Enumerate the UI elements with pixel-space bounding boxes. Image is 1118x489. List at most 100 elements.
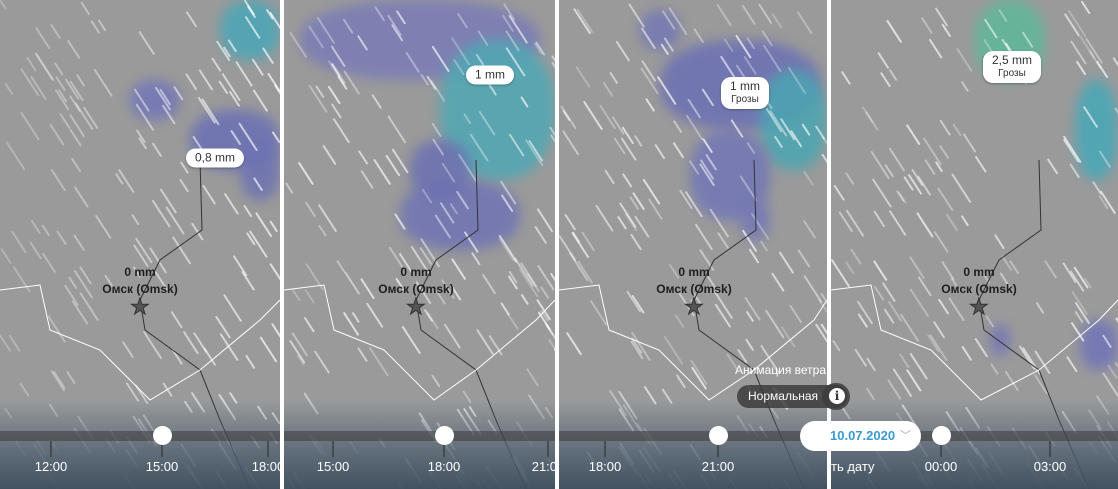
wind-streak <box>1112 57 1118 67</box>
timeline-tick-label[interactable]: 03:00 <box>1033 459 1067 474</box>
city-precipitation: 0 mm <box>963 265 995 279</box>
city-label[interactable]: 0 mm Омск (Omsk) <box>361 264 471 298</box>
wind-streak <box>330 45 346 68</box>
wind-streak <box>305 201 316 217</box>
timeline-handle[interactable] <box>709 426 728 445</box>
timeline-tick-label[interactable]: 18:00 <box>251 459 280 474</box>
wind-streak <box>508 15 528 44</box>
timeline-tick-label[interactable]: 21:00 <box>701 459 735 474</box>
wind-streak <box>1001 255 1013 271</box>
change-date-link[interactable]: ть дату <box>831 459 875 474</box>
wind-streak <box>79 292 99 321</box>
wind-streak <box>745 338 754 351</box>
wind-streak <box>889 69 898 81</box>
timeline-handle[interactable] <box>932 426 951 445</box>
timeline-track[interactable] <box>284 431 555 441</box>
wind-streak <box>1004 370 1019 391</box>
city-label[interactable]: 0 mm Омск (Omsk) <box>85 264 195 298</box>
star-icon[interactable]: ★ <box>684 294 705 319</box>
timeline-tick-label[interactable]: 15:00 <box>145 459 179 474</box>
wind-streak <box>746 311 754 322</box>
wind-streak <box>961 81 969 92</box>
wind-streak <box>933 321 945 339</box>
wind-streak <box>198 69 214 91</box>
timeline-tick-label[interactable]: 12:00 <box>34 459 68 474</box>
wind-animation-speed-button[interactable]: Нормальная <box>737 385 847 408</box>
wind-streak <box>927 334 940 353</box>
timeline-tick-label[interactable]: 15:00 <box>316 459 350 474</box>
wind-streak <box>720 55 737 80</box>
wind-streak <box>771 272 785 292</box>
timeline-tick-label[interactable]: 18:00 <box>427 459 461 474</box>
wind-streak <box>540 286 550 299</box>
wind-streak <box>909 353 928 380</box>
timeline-tick-label[interactable]: 21:00 <box>531 459 555 474</box>
timeline-handle[interactable] <box>435 426 454 445</box>
wind-streak <box>679 189 693 209</box>
wind-streak <box>1035 302 1045 314</box>
precipitation-bubble[interactable]: 0,8 mm <box>185 148 245 168</box>
wind-streak <box>815 323 827 344</box>
wind-streak <box>432 138 444 156</box>
wind-streak <box>882 282 896 302</box>
wind-streak <box>751 212 770 240</box>
precipitation-area <box>130 80 180 120</box>
map-frame-4[interactable]: 00:00 03:00 0 mm Омск (Omsk) ★ 2,5 mm Грозы <box>831 0 1118 489</box>
wind-streak <box>272 131 280 144</box>
wind-streak <box>990 363 999 375</box>
wind-streak <box>709 208 729 238</box>
wind-streak <box>631 337 643 354</box>
timeline-track[interactable] <box>559 431 827 441</box>
timeline-track[interactable] <box>0 431 280 441</box>
wind-streak <box>716 3 732 27</box>
wind-streak <box>1064 13 1080 37</box>
wind-streak <box>602 81 614 97</box>
wind-streak <box>866 357 876 372</box>
wind-streak <box>327 85 341 105</box>
timeline-tick-label[interactable]: 18:00 <box>588 459 622 474</box>
wind-streak <box>742 229 758 252</box>
wind-streak <box>457 13 468 29</box>
wind-streak <box>50 24 61 39</box>
wind-streak <box>508 275 518 290</box>
timeline-tick <box>547 441 549 457</box>
map-frame-2[interactable]: 15:00 18:00 21:00 0 mm Омск (Omsk)★ 1 mm <box>284 0 555 489</box>
timeline-tick-label[interactable]: 00:00 <box>924 459 958 474</box>
wind-streak <box>939 145 950 160</box>
wind-streak <box>165 206 185 235</box>
wind-streak <box>235 61 253 87</box>
city-label[interactable]: 0 mm Омск (Omsk) <box>639 264 749 298</box>
timeline-handle[interactable] <box>153 426 172 445</box>
map-frame-1[interactable]: 12:00 15:00 18:00 0 mm Омск (Omsk)★ 0,8 mm <box>0 0 280 489</box>
wind-streak <box>796 11 813 35</box>
precipitation-bubble[interactable]: 1 mm Грозы <box>721 77 769 109</box>
wind-streak <box>49 123 65 146</box>
wind-streak <box>201 98 220 126</box>
wind-streak <box>760 345 780 374</box>
star-icon[interactable]: ★ <box>406 294 427 319</box>
wind-streak <box>850 248 862 265</box>
precipitation-bubble[interactable]: 2,5 mm Грозы <box>982 51 1042 83</box>
star-icon[interactable]: ★ <box>969 294 990 319</box>
wind-streak <box>366 302 384 328</box>
star-icon[interactable]: ★ <box>130 294 151 319</box>
wind-streak <box>249 230 268 258</box>
precipitation-bubble[interactable]: 1 mm <box>466 65 514 85</box>
city-label[interactable]: 0 mm Омск (Omsk) <box>924 264 1034 298</box>
wind-streak <box>0 334 12 352</box>
wind-streak <box>951 173 972 203</box>
wind-streak <box>911 169 924 187</box>
date-picker[interactable]: 10.07.2020 ﹀ <box>800 421 921 451</box>
wind-streak <box>676 374 686 389</box>
wind-streak <box>975 155 987 173</box>
info-icon[interactable]: i <box>829 388 845 404</box>
timeline-track[interactable] <box>831 431 1118 441</box>
wind-streak <box>318 204 337 233</box>
wind-streak <box>641 27 656 50</box>
wind-streak <box>956 47 973 72</box>
wind-streak <box>314 350 330 374</box>
map-frame-3[interactable]: 18:00 21:00 0 mm Омск (Omsk) ★ 1 mm Грозы <box>559 0 827 489</box>
wind-streak <box>845 209 865 237</box>
precipitation-area <box>990 325 1010 355</box>
wind-streak <box>778 251 794 274</box>
